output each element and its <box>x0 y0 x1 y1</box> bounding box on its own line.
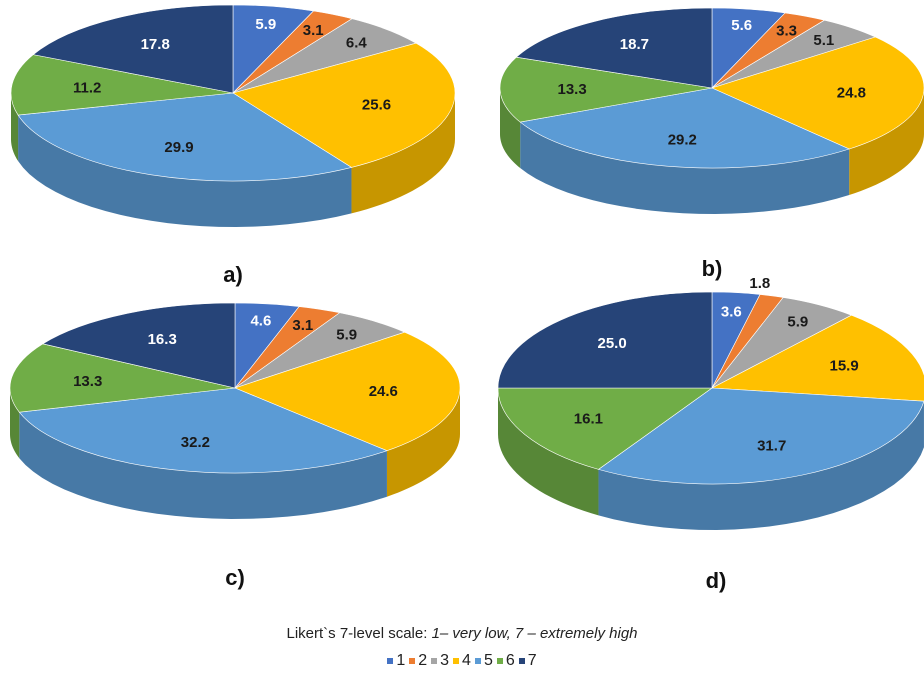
pie-side-5 <box>19 412 387 519</box>
pie-side-6 <box>498 388 599 516</box>
data-label-7: 17.8 <box>141 36 170 53</box>
data-label-1: 5.6 <box>731 17 752 34</box>
pie-charts-figure: 5.9 3.1 6.4 25.6 29.9 11.2 17.8 a) 5.6 3.3 5.1 24.8… <box>9 4 924 593</box>
data-label-5: 31.7 <box>757 437 786 454</box>
legend-label: 4 <box>462 652 471 669</box>
data-label-2: 3.1 <box>303 22 324 39</box>
legend-item-6: 6 <box>496 652 515 670</box>
pie-sides <box>500 88 924 214</box>
pie-top <box>497 291 924 485</box>
pie-side-5 <box>598 401 924 530</box>
legend-swatch <box>431 657 438 664</box>
legend-label: 5 <box>483 652 493 669</box>
data-label-7: 25.0 <box>597 335 626 352</box>
data-label-4: 25.6 <box>362 97 391 114</box>
pie-slice-5 <box>17 92 353 182</box>
pie-slice-6 <box>9 343 236 413</box>
data-label-6: 13.3 <box>557 81 586 98</box>
pie-top <box>10 4 456 182</box>
pie-slice-7 <box>32 4 234 94</box>
pie-slice-7 <box>497 291 713 389</box>
pie-side-4 <box>351 93 455 214</box>
legend-swatch <box>409 657 416 664</box>
pie-slice-4 <box>710 314 924 402</box>
data-label-4: 24.6 <box>369 383 398 400</box>
legend-item-3: 3 <box>431 652 449 670</box>
data-label-3: 6.4 <box>346 34 368 51</box>
pie-chart-3: 4.6 3.1 5.9 24.6 32.2 13.3 16.3 c) <box>9 302 461 590</box>
pie-side-5 <box>18 115 352 227</box>
data-label-6: 16.1 <box>574 411 603 428</box>
pie-top <box>499 7 924 169</box>
legend-item-2: 2 <box>409 652 427 670</box>
data-label-5: 29.2 <box>668 132 697 149</box>
data-label-3: 5.9 <box>787 314 808 331</box>
legend-swatch <box>387 657 394 664</box>
scale-caption: Likert`s 7-level scale: 1– very low, 7 –… <box>0 625 924 642</box>
legend-label: 7 <box>527 652 537 669</box>
legend-label: 6 <box>505 652 515 669</box>
pie-side-5 <box>520 122 850 214</box>
pie-chart-4: 3.6 1.8 5.9 15.9 31.7 16.1 25.0 d) <box>497 275 924 593</box>
pie-sides <box>11 93 455 227</box>
pie-top <box>9 302 461 474</box>
data-label-7: 18.7 <box>620 36 649 53</box>
legend-swatch <box>453 657 460 664</box>
data-label-5: 32.2 <box>181 434 210 451</box>
legend-label: 2 <box>418 652 428 669</box>
legend-swatch <box>474 657 481 664</box>
legend-item-7: 7 <box>518 652 537 670</box>
pie-slice-4 <box>711 36 924 150</box>
pie-slice-7 <box>515 7 713 89</box>
panel-label: d) <box>706 568 727 593</box>
pie-slice-5 <box>519 87 851 169</box>
pie-slice-5 <box>597 387 924 485</box>
legend-label: 3 <box>440 652 450 669</box>
panel-label: c) <box>225 565 245 590</box>
legend-swatch <box>496 657 503 664</box>
data-label-1: 5.9 <box>255 16 276 33</box>
data-label-2: 3.1 <box>292 317 313 334</box>
pie-side-6 <box>11 93 19 162</box>
data-label-1: 4.6 <box>250 313 271 330</box>
data-label-5: 29.9 <box>164 139 193 156</box>
legend-item-5: 5 <box>474 652 493 670</box>
data-label-6: 13.3 <box>73 373 102 390</box>
pie-slice-7 <box>42 302 236 389</box>
pie-sides <box>10 388 460 519</box>
data-label-2: 3.3 <box>776 23 797 40</box>
pie-side-6 <box>10 388 20 459</box>
pie-slice-6 <box>497 387 713 470</box>
pie-slice-6 <box>10 54 234 116</box>
pie-side-4 <box>849 88 924 195</box>
pie-side-4 <box>386 388 460 497</box>
data-label-2: 1.8 <box>749 275 770 292</box>
panel-label: a) <box>223 262 243 287</box>
pie-chart-1: 5.9 3.1 6.4 25.6 29.9 11.2 17.8 a) <box>10 4 456 287</box>
legend-item-4: 4 <box>453 652 471 670</box>
pie-chart-2: 5.6 3.3 5.1 24.8 29.2 13.3 18.7 b) <box>499 7 924 281</box>
caption-italic: 1– very low, 7 – extremely high <box>431 625 638 642</box>
data-label-6: 11.2 <box>73 79 101 96</box>
pie-slice-5 <box>18 387 388 474</box>
data-label-4: 15.9 <box>829 358 858 375</box>
pie-slice-6 <box>499 56 713 123</box>
data-label-3: 5.1 <box>813 32 834 49</box>
pie-slice-4 <box>234 331 461 452</box>
legend-label: 1 <box>396 652 406 669</box>
legend-item-1: 1 <box>387 652 405 670</box>
data-label-3: 5.9 <box>336 327 357 344</box>
pie-side-6 <box>500 88 521 169</box>
pie-slice-4 <box>232 42 456 168</box>
legend-swatch <box>518 657 525 664</box>
data-label-1: 3.6 <box>721 304 742 321</box>
panel-label: b) <box>702 256 723 281</box>
caption-prefix: Likert`s 7-level scale: <box>286 625 432 642</box>
data-label-4: 24.8 <box>837 85 866 102</box>
data-label-7: 16.3 <box>148 331 177 348</box>
